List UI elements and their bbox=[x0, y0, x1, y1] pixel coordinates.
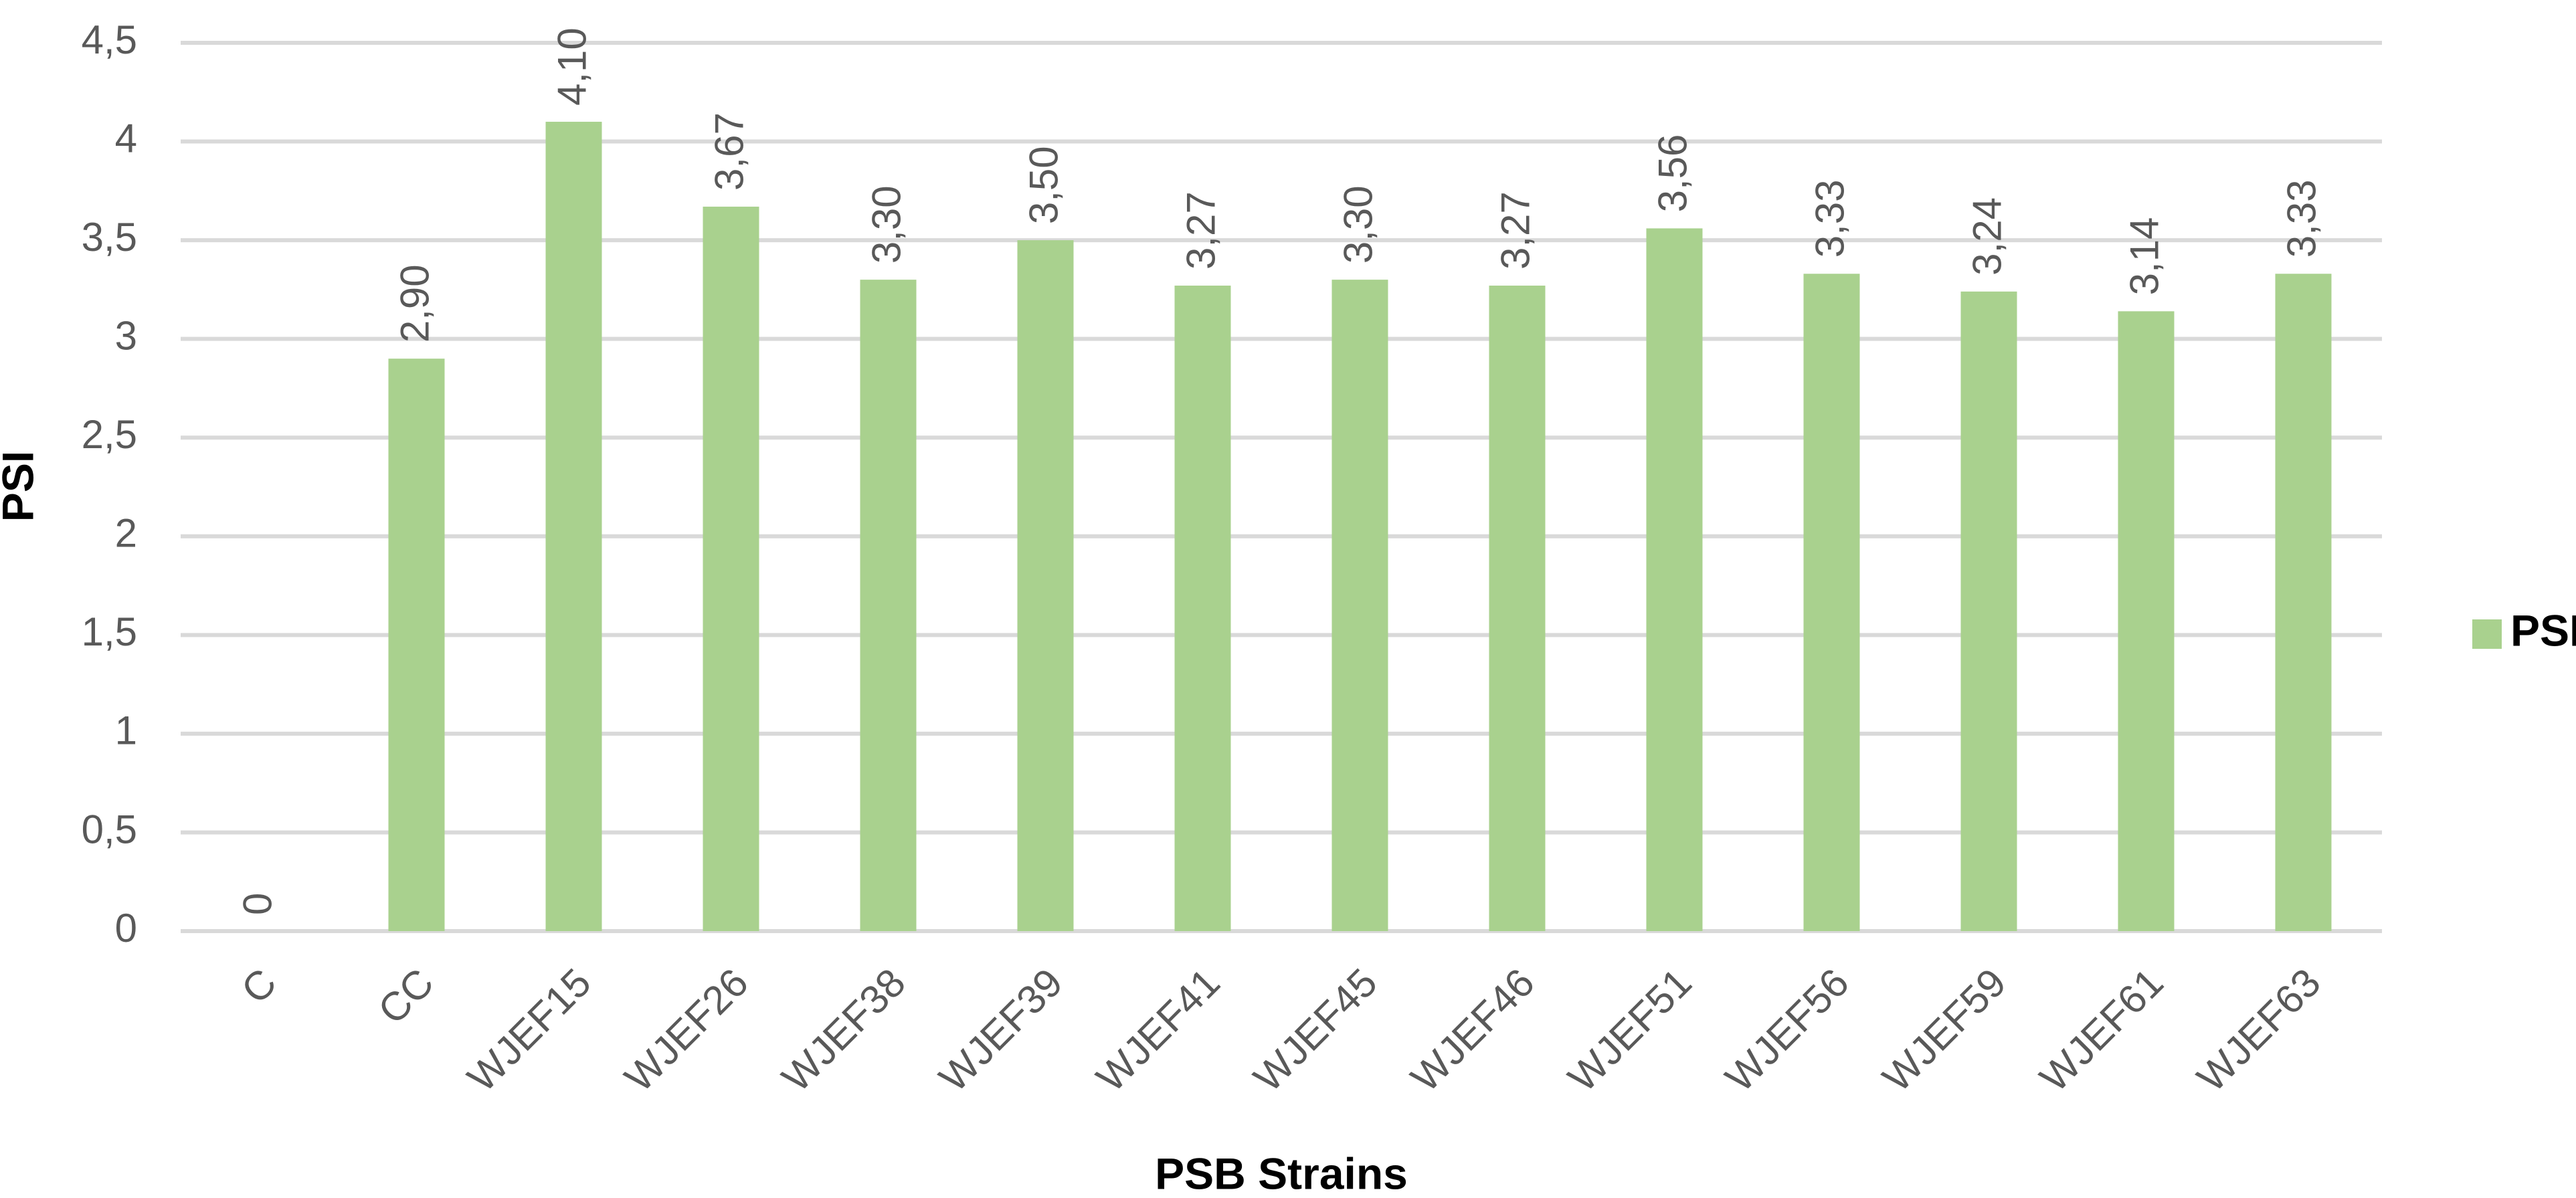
x-tick-label: WJEF63 bbox=[2189, 960, 2329, 1100]
y-tick-label: 3,5 bbox=[82, 215, 137, 260]
x-tick-label: WJEF51 bbox=[1560, 960, 1700, 1100]
bar bbox=[1960, 291, 2017, 932]
data-label: 2,90 bbox=[392, 264, 437, 342]
data-label: 3,67 bbox=[707, 112, 751, 191]
bar bbox=[1803, 274, 1860, 931]
bar bbox=[1174, 285, 1231, 931]
data-label: 0 bbox=[235, 893, 280, 915]
y-tick-label: 4,5 bbox=[82, 17, 137, 62]
x-tick-label: WJEF38 bbox=[773, 960, 914, 1100]
bar bbox=[1017, 240, 1074, 932]
x-tick-label: WJEF56 bbox=[1717, 960, 1857, 1100]
y-tick-label: 2,5 bbox=[82, 412, 137, 457]
bar bbox=[2118, 311, 2175, 932]
data-label: 3,14 bbox=[2122, 217, 2167, 296]
bar bbox=[545, 122, 602, 932]
y-tick-label: 0 bbox=[115, 906, 137, 951]
x-tick-label: WJEF59 bbox=[1874, 960, 2015, 1100]
data-label: 3,33 bbox=[2279, 179, 2324, 258]
x-axis-title: PSB Strains bbox=[1155, 1149, 1408, 1198]
data-label: 3,30 bbox=[1336, 185, 1380, 264]
x-tick-label: WJEF41 bbox=[1088, 960, 1228, 1100]
data-label: 3,24 bbox=[1964, 197, 2009, 276]
bar bbox=[388, 359, 445, 931]
data-label: 3,33 bbox=[1807, 179, 1852, 258]
x-tick-label: C bbox=[233, 960, 285, 1012]
bar bbox=[703, 206, 759, 931]
y-tick-label: 0,5 bbox=[82, 807, 137, 852]
x-tick-label: WJEF46 bbox=[1402, 960, 1543, 1100]
x-tick-label: CC bbox=[369, 960, 442, 1033]
y-tick-label: 3 bbox=[115, 314, 137, 359]
data-label: 3,27 bbox=[1493, 191, 1538, 270]
bar bbox=[2275, 274, 2332, 931]
legend-label: PSI bbox=[2510, 605, 2576, 655]
y-tick-label: 1,5 bbox=[82, 609, 137, 654]
x-tick-label: WJEF61 bbox=[2031, 960, 2172, 1100]
y-tick-label: 1 bbox=[115, 708, 137, 753]
y-tick-label: 4 bbox=[115, 116, 137, 161]
data-label: 3,50 bbox=[1021, 146, 1066, 224]
data-label: 3,27 bbox=[1178, 191, 1223, 270]
y-tick-label: 2 bbox=[115, 511, 137, 556]
bar bbox=[1646, 228, 1703, 932]
x-tick-label: WJEF15 bbox=[459, 960, 600, 1100]
bar bbox=[1489, 285, 1546, 931]
bar bbox=[1331, 280, 1388, 932]
legend-swatch bbox=[2472, 619, 2502, 649]
bar bbox=[860, 280, 917, 932]
x-tick-label: WJEF26 bbox=[616, 960, 757, 1100]
data-label: 4,10 bbox=[549, 27, 594, 106]
data-label: 3,30 bbox=[864, 185, 909, 264]
y-axis-title: PSI bbox=[0, 451, 42, 522]
x-tick-label: WJEF45 bbox=[1245, 960, 1386, 1100]
x-tick-label: WJEF39 bbox=[931, 960, 1071, 1100]
data-label: 3,56 bbox=[1650, 134, 1695, 213]
